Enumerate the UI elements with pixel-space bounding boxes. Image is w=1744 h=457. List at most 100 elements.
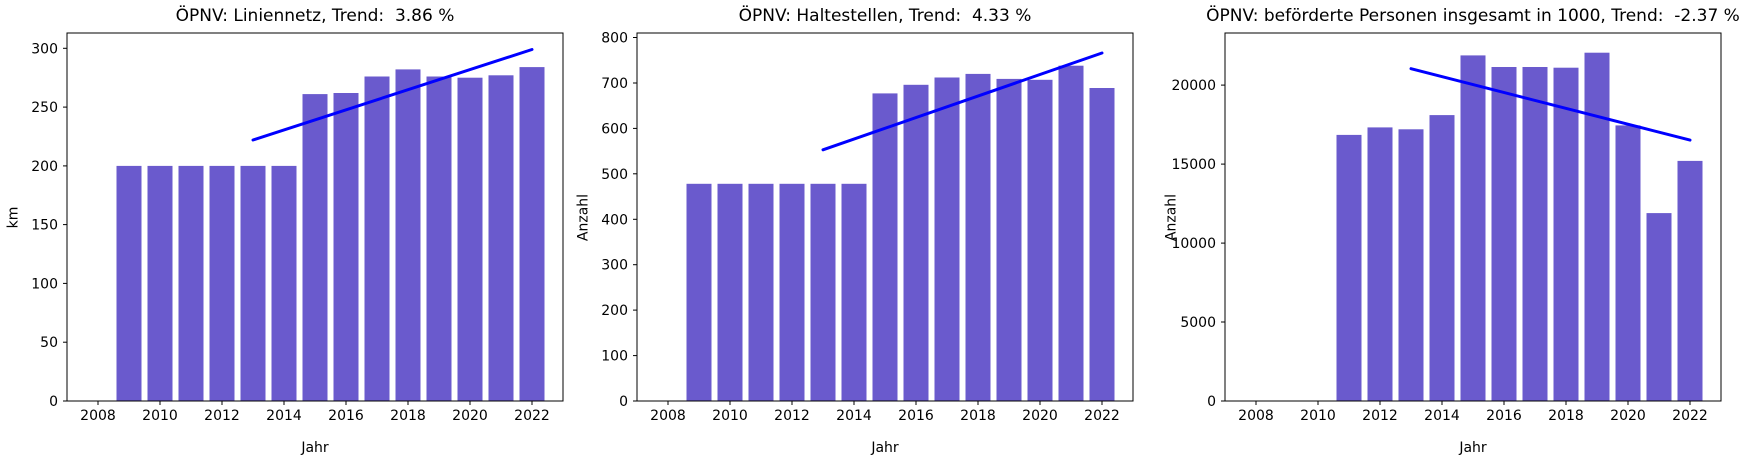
bar-2009 (116, 165, 142, 401)
bar-2012 (1367, 127, 1393, 402)
x-tick-label-2020: 2020 (452, 408, 488, 424)
x-axis-label-befoerderte-personen: Jahr (1459, 440, 1487, 456)
bar-2011 (748, 183, 774, 401)
bar-2013 (240, 165, 266, 401)
bar-2010 (147, 165, 173, 401)
axes-frame (66, 32, 564, 402)
y-tick-label-100: 100 (601, 349, 628, 365)
y-tick-label-0: 0 (1207, 394, 1216, 410)
bar-2021 (1058, 65, 1084, 401)
y-tick-label-200: 200 (601, 303, 628, 319)
bar-2014 (1429, 115, 1455, 401)
bar-2019 (1584, 52, 1610, 401)
x-tick-label-2012: 2012 (774, 408, 810, 424)
bar-2021 (1646, 213, 1672, 401)
bar-2011 (1336, 134, 1362, 401)
y-tick-label-700: 700 (601, 76, 628, 92)
y-axis-label-liniennetz: km (5, 206, 22, 229)
y-axis-label-befoerderte-personen: Anzahl (1163, 193, 1180, 242)
x-tick-label-2014: 2014 (266, 408, 302, 424)
x-tick-label-2014: 2014 (836, 408, 872, 424)
axes-frame (1224, 32, 1722, 402)
x-tick-label-2018: 2018 (960, 408, 996, 424)
x-tick-label-2020: 2020 (1610, 408, 1646, 424)
bar-2010 (717, 183, 743, 401)
y-tick-label-300: 300 (601, 258, 628, 274)
bar-2017 (364, 76, 390, 401)
x-tick-label-2012: 2012 (204, 408, 240, 424)
bar-2012 (209, 165, 235, 401)
y-tick-label-300: 300 (31, 41, 58, 57)
y-tick-label-800: 800 (601, 31, 628, 47)
trend-line (251, 48, 534, 142)
bar-2020 (1615, 125, 1641, 402)
bar-2016 (1491, 67, 1517, 401)
x-tick-label-2020: 2020 (1022, 408, 1058, 424)
x-axis-label-haltestellen: Jahr (871, 440, 899, 456)
bar-2014 (271, 165, 297, 401)
y-tick-label-500: 500 (601, 167, 628, 183)
bar-2017 (934, 77, 960, 401)
chart-title-liniennetz: ÖPNV: Liniennetz, Trend: 3.86 % (175, 6, 455, 26)
y-tick-label-0: 0 (619, 394, 628, 410)
bar-2018 (965, 73, 991, 402)
y-tick-label-400: 400 (601, 212, 628, 228)
bar-2022 (1677, 160, 1703, 401)
bar-2012 (779, 183, 805, 401)
x-tick-label-2016: 2016 (328, 408, 364, 424)
bar-2015 (302, 94, 328, 401)
bar-2022 (519, 67, 545, 401)
y-axis-label-haltestellen: Anzahl (575, 193, 592, 242)
chart-title-befoerderte-personen: ÖPNV: beförderte Personen insgesamt in 1… (1206, 6, 1740, 26)
y-tick-label-200: 200 (31, 159, 58, 175)
trend-line (821, 51, 1104, 152)
x-tick-label-2008: 2008 (80, 408, 116, 424)
y-tick-label-5000: 5000 (1180, 315, 1216, 331)
y-tick-label-10000: 10000 (1171, 236, 1216, 252)
x-tick-label-2022: 2022 (514, 408, 550, 424)
bar-2015 (872, 93, 898, 402)
y-tick-label-0: 0 (49, 394, 58, 410)
bar-2020 (457, 77, 483, 401)
x-tick-label-2018: 2018 (390, 408, 426, 424)
y-tick-label-20000: 20000 (1171, 78, 1216, 94)
bar-2013 (1398, 129, 1424, 402)
y-tick-label-250: 250 (31, 100, 58, 116)
bar-2015 (1460, 55, 1486, 402)
trend-line (1409, 67, 1692, 142)
axes-frame (636, 32, 1134, 402)
bar-2018 (395, 69, 421, 402)
y-tick-label-150: 150 (31, 218, 58, 234)
bar-2009 (686, 183, 712, 401)
y-tick-label-50: 50 (40, 335, 58, 351)
bar-2016 (903, 84, 929, 402)
bar-2011 (178, 165, 204, 401)
x-tick-label-2010: 2010 (142, 408, 178, 424)
bar-2018 (1553, 67, 1579, 401)
x-tick-label-2010: 2010 (1300, 408, 1336, 424)
bar-2019 (996, 78, 1022, 402)
chart-plot-0: 0 50 100 150 200 250 300 2008 2010 2012 2014 2016 20… (31, 32, 564, 424)
x-axis-label-liniennetz: Jahr (301, 440, 329, 456)
y-tick-label-15000: 15000 (1171, 157, 1216, 173)
x-tick-label-2010: 2010 (712, 408, 748, 424)
chart-plot-1: 0 100 200 300 400 500 600 700 800 2008 2010 2012 201… (601, 31, 1134, 424)
bar-2021 (488, 75, 514, 402)
x-tick-label-2012: 2012 (1362, 408, 1398, 424)
y-tick-label-600: 600 (601, 121, 628, 137)
bar-2022 (1089, 88, 1115, 401)
bar-2020 (1027, 79, 1053, 402)
bar-2014 (841, 183, 867, 401)
x-tick-label-2014: 2014 (1424, 408, 1460, 424)
x-tick-label-2022: 2022 (1084, 408, 1120, 424)
x-tick-label-2008: 2008 (650, 408, 686, 424)
bar-2017 (1522, 67, 1548, 401)
x-tick-label-2008: 2008 (1238, 408, 1274, 424)
bar-2013 (810, 183, 836, 401)
x-tick-label-2016: 2016 (898, 408, 934, 424)
chart-plot-2: 0 5000 10000 15000 20000 2008 2010 2012 2014 2016… (1171, 32, 1722, 424)
x-tick-label-2018: 2018 (1548, 408, 1584, 424)
x-tick-label-2016: 2016 (1486, 408, 1522, 424)
